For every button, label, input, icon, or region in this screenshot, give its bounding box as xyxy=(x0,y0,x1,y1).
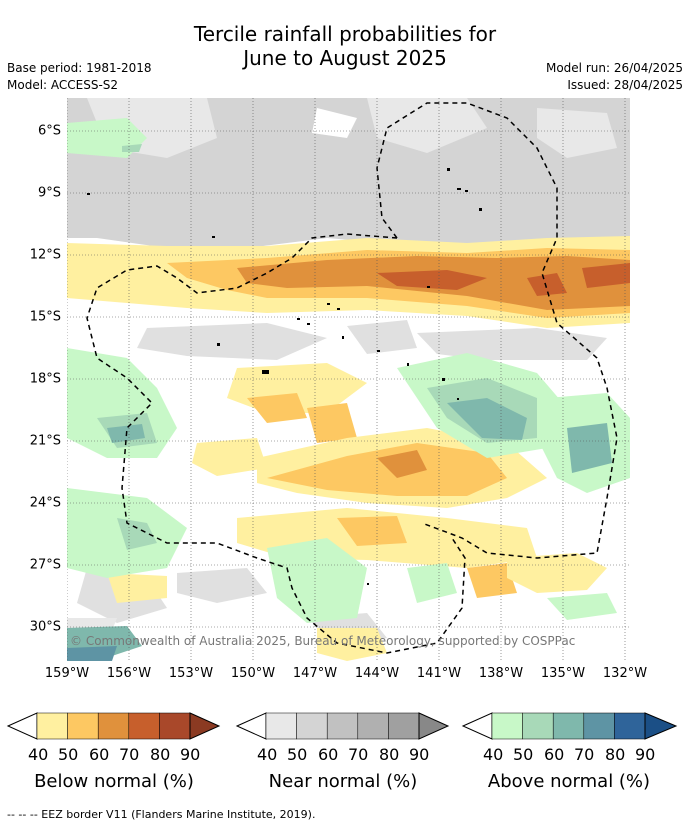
lat-label: 30°S xyxy=(29,619,61,635)
colorbar-tick: 40 xyxy=(257,745,278,764)
lat-label: 27°S xyxy=(29,557,61,573)
colorbar-tick: 50 xyxy=(513,745,534,764)
lon-label: 159°W xyxy=(44,666,90,681)
colorbar-title-near-normal: Near normal (%) xyxy=(268,771,418,792)
colorbar-tick: 70 xyxy=(574,745,595,764)
colorbar-swatch xyxy=(357,712,389,740)
meta-left: Base period: 1981-2018 Model: ACCESS-S2 xyxy=(7,60,152,94)
colorbar-below-normal xyxy=(6,712,221,740)
lat-label: 21°S xyxy=(29,433,61,449)
colorbar-tick: 60 xyxy=(89,745,110,764)
lat-label: 24°S xyxy=(29,495,61,511)
map-canvas xyxy=(67,98,630,661)
colorbar-group xyxy=(6,712,678,740)
graticule xyxy=(67,98,630,661)
colorbar-swatch xyxy=(552,712,585,740)
colorbar-tick: 90 xyxy=(635,745,656,764)
colorbar-title-below-normal: Below normal (%) xyxy=(34,771,194,792)
colorbar-swatch xyxy=(522,712,554,740)
colorbar-swatch xyxy=(265,712,297,740)
lon-label: 138°W xyxy=(478,666,524,681)
colorbar-tick: 60 xyxy=(544,745,565,764)
lat-label: 6°S xyxy=(37,123,61,139)
colorbar-tick: 70 xyxy=(119,745,140,764)
colorbar-tick: 90 xyxy=(180,745,201,764)
colorbar-swatch xyxy=(97,712,130,740)
eez-border xyxy=(86,102,618,654)
colorbar-swatch xyxy=(67,712,99,740)
lon-label: 156°W xyxy=(106,666,152,681)
copyright-text: © Commonwealth of Australia 2025, Bureau… xyxy=(70,634,576,648)
colorbar-swatch xyxy=(128,712,160,740)
colorbar-tick: 80 xyxy=(150,745,171,764)
eez-footnote: -- -- -- EEZ border V11 (Flanders Marine… xyxy=(7,808,316,821)
colorbar-tick: 60 xyxy=(318,745,339,764)
colorbar-tick: 40 xyxy=(28,745,49,764)
model-run-text: Model run: 26/04/2025 xyxy=(545,61,683,75)
lat-label: 18°S xyxy=(29,371,61,387)
issued-text: Issued: 28/04/2025 xyxy=(567,78,683,92)
colorbar-tick: 40 xyxy=(483,745,504,764)
colorbar-tick: 80 xyxy=(605,745,626,764)
colorbar-swatch xyxy=(583,712,615,740)
colorbar-swatch xyxy=(614,712,646,740)
meta-right: Model run: 26/04/2025 Issued: 28/04/2025 xyxy=(546,60,683,94)
colorbar-near-normal xyxy=(235,712,450,740)
colorbar-above-normal xyxy=(461,712,678,740)
colorbar-title-above-normal: Above normal (%) xyxy=(487,771,651,792)
lon-label: 150°W xyxy=(230,666,276,681)
lon-label: 144°W xyxy=(354,666,400,681)
lat-label: 9°S xyxy=(37,185,61,201)
map-title: Tercile rainfall probabilities for June … xyxy=(0,22,690,70)
title-line-1: Tercile rainfall probabilities for xyxy=(193,22,497,46)
below-normal-regions xyxy=(67,236,630,661)
colorbar-swatch xyxy=(296,712,328,740)
colorbar-swatch xyxy=(388,712,420,740)
base-period-text: Base period: 1981-2018 xyxy=(7,61,152,75)
colorbar-tick: 80 xyxy=(379,745,400,764)
lon-label: 147°W xyxy=(292,666,338,681)
lon-label: 132°W xyxy=(602,666,648,681)
lon-label: 153°W xyxy=(168,666,214,681)
colorbar-tick: 50 xyxy=(58,745,79,764)
colorbar-swatch xyxy=(36,712,68,740)
lon-label: 135°W xyxy=(540,666,586,681)
model-text: Model: ACCESS-S2 xyxy=(7,78,119,92)
colorbar-swatch xyxy=(159,712,191,740)
lon-label: 141°W xyxy=(416,666,462,681)
probability-map xyxy=(67,98,630,661)
colorbar-swatch xyxy=(491,712,523,740)
islands xyxy=(87,168,482,585)
colorbar-tick: 50 xyxy=(287,745,308,764)
colorbar-tick: 70 xyxy=(348,745,369,764)
colorbar-swatch xyxy=(326,712,359,740)
lat-label: 15°S xyxy=(29,309,61,325)
colorbar-tick: 90 xyxy=(409,745,430,764)
lat-label: 12°S xyxy=(29,247,61,263)
title-line-2: June to August 2025 xyxy=(243,46,447,70)
